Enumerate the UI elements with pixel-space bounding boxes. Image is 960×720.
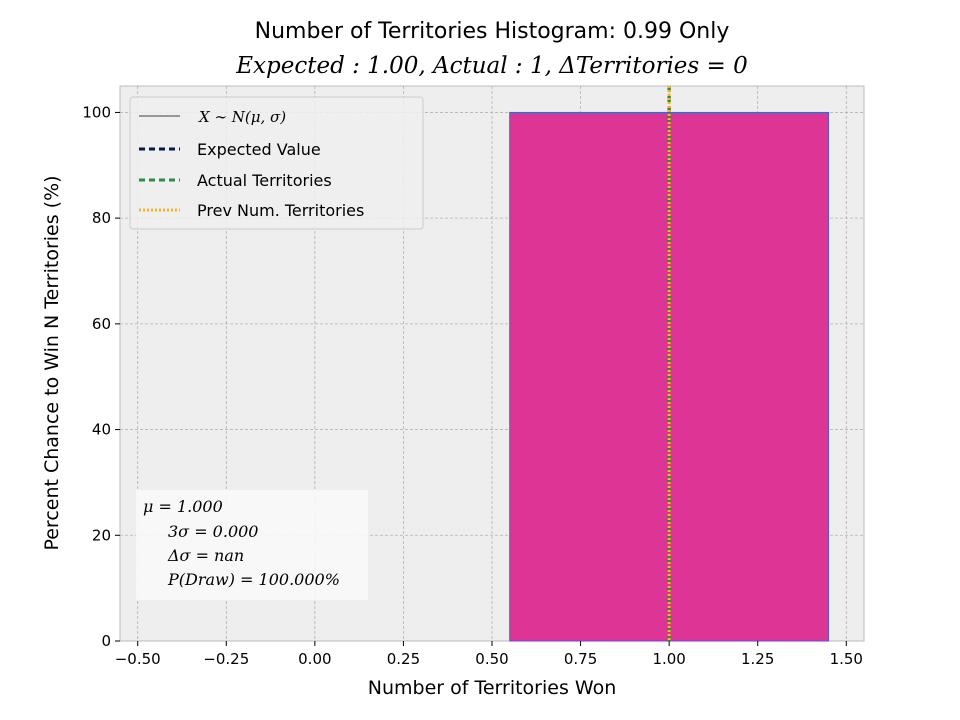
legend-label: Actual Territories xyxy=(197,171,332,190)
x-axis-label: Number of Territories Won xyxy=(368,677,616,699)
chart-title: Number of Territories Histogram: 0.99 On… xyxy=(255,19,730,44)
legend: X ∼ N(μ, σ) Expected Value Actual Territor… xyxy=(129,96,424,230)
chart-subtitle: Expected : 1.00, Actual : 1, ΔTerritorie… xyxy=(235,53,748,79)
y-tick-label: 80 xyxy=(92,209,111,227)
x-tick-label: 1.00 xyxy=(652,650,685,668)
y-tick-label: 60 xyxy=(92,315,111,333)
legend-box xyxy=(129,96,424,230)
x-axis-ticks: −0.50 −0.25 0.00 0.25 0.50 0.75 1.00 1.25 1.50 xyxy=(115,641,863,668)
stats-p-draw: P(Draw) = 100.000% xyxy=(167,570,340,589)
x-tick-label: 0.00 xyxy=(298,650,331,668)
x-tick-label: 0.25 xyxy=(387,650,420,668)
x-tick-label: 1.25 xyxy=(741,650,774,668)
stats-mu: μ = 1.000 xyxy=(143,497,223,516)
y-tick-label: 100 xyxy=(82,103,111,121)
y-tick-label: 0 xyxy=(101,632,111,650)
stats-box-background xyxy=(136,490,368,600)
x-tick-label: −0.25 xyxy=(203,650,249,668)
x-tick-label: 0.50 xyxy=(475,650,508,668)
y-tick-label: 40 xyxy=(92,421,111,439)
y-axis-ticks: 0 20 40 60 80 100 xyxy=(82,103,120,650)
x-tick-label: −0.50 xyxy=(115,650,161,668)
legend-label: Expected Value xyxy=(197,140,321,159)
x-tick-label: 1.50 xyxy=(830,650,863,668)
stats-three-sigma: 3σ = 0.000 xyxy=(168,522,258,541)
x-tick-label: 0.75 xyxy=(564,650,597,668)
legend-label: X ∼ N(μ, σ) xyxy=(198,108,286,126)
y-axis-label: Percent Chance to Win N Territories (%) xyxy=(41,175,63,550)
stats-delta-sigma: Δσ = nan xyxy=(167,546,244,565)
stats-box: μ = 1.000 3σ = 0.000 Δσ = nan P(Draw) = … xyxy=(136,490,368,600)
legend-label: Prev Num. Territories xyxy=(197,201,364,220)
y-tick-label: 20 xyxy=(92,526,111,544)
